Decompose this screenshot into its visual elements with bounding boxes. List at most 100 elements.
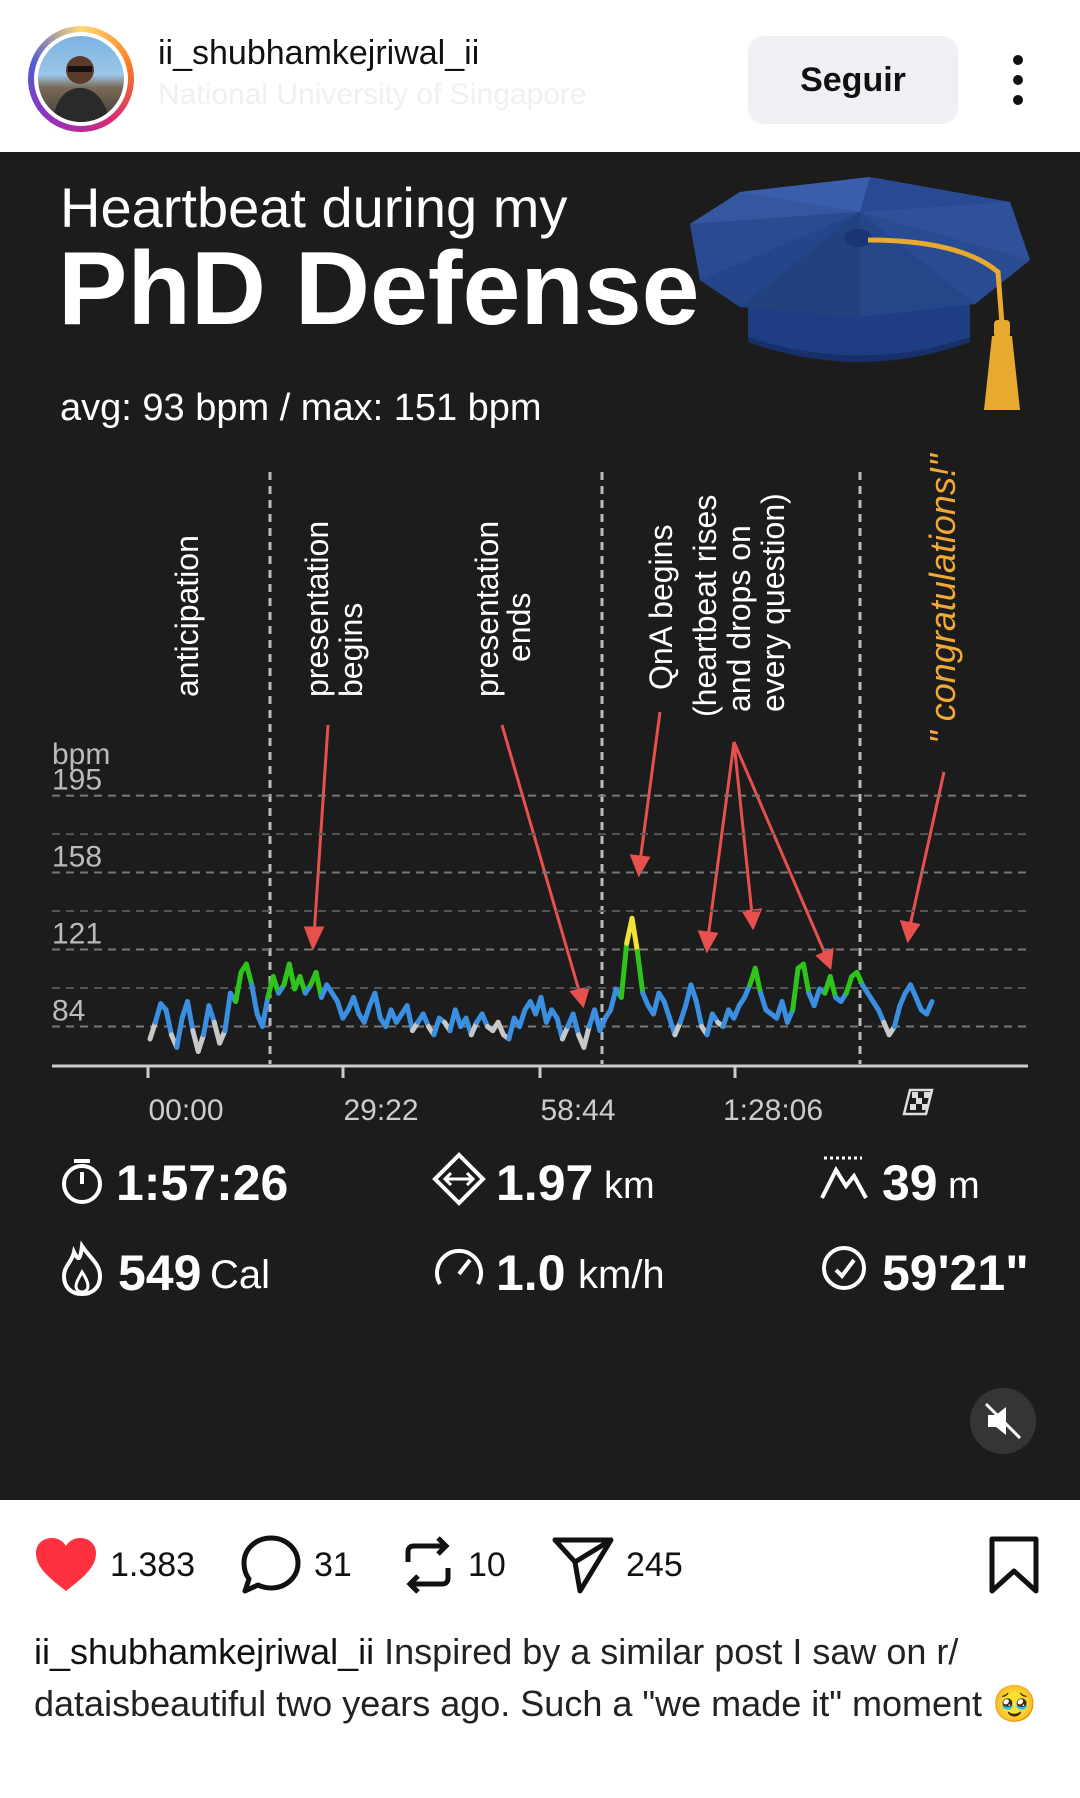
heart-rate-segment	[608, 986, 619, 1013]
annotation-presentation-begins-2: begins	[333, 603, 369, 697]
heart-rate-segment	[361, 1003, 373, 1025]
x-ticks: 00:00 29:22 58:44 1:28:06	[146, 1066, 823, 1127]
comment-count: 31	[314, 1545, 352, 1584]
stat-pace: 59'21"	[882, 1245, 1029, 1301]
heart-rate-segment	[152, 1001, 164, 1025]
stat-elevation-value: 39	[882, 1155, 938, 1211]
caption-text: Inspired by a similar post I saw on r/ d…	[34, 1631, 1037, 1724]
heart-rate-segment	[827, 974, 839, 1000]
y-tick-label: 158	[52, 841, 102, 874]
comment-button[interactable]: 31	[240, 1530, 352, 1600]
flame-icon	[61, 1240, 103, 1297]
heart-rate-segment	[206, 1003, 217, 1025]
heart-rate-segment	[758, 990, 769, 1013]
stat-distance-unit: km	[604, 1165, 655, 1207]
heart-rate-segment	[243, 961, 255, 988]
heart-rate-segment	[634, 949, 646, 996]
annotation-qna-2: (heartbeat rises	[687, 495, 723, 717]
avatar[interactable]	[28, 26, 134, 132]
mute-button[interactable]	[970, 1388, 1036, 1454]
heart-rate-segment	[249, 982, 260, 1017]
stat-elevation-unit: m	[948, 1165, 980, 1207]
send-icon	[552, 1537, 614, 1594]
y-tick-label: 195	[52, 764, 102, 797]
heart-rate-segment	[581, 1023, 592, 1050]
finish-flag-icon	[902, 1088, 934, 1116]
x-tick-label: 29:22	[343, 1094, 418, 1127]
annotation-arrows	[303, 711, 946, 1009]
username[interactable]: ii_shubhamkejriwal_ii	[158, 34, 480, 72]
heart-rate-segment	[222, 990, 233, 1034]
heart-rate-segment	[752, 965, 764, 996]
pace-icon	[822, 1246, 866, 1290]
heart-rate-segment	[618, 940, 630, 1000]
heart-rate-segment	[351, 994, 362, 1017]
heart-rate-segment	[629, 915, 640, 955]
like-count: 1.383	[110, 1545, 196, 1584]
y-tick-label: 121	[52, 918, 102, 951]
post-header: ii_shubhamkejriwal_ii National Universit…	[0, 0, 1080, 152]
heart-rate-segment	[147, 1019, 158, 1042]
chart-title-line2: PhD Defense	[58, 231, 700, 347]
heart-rate-segment	[431, 1015, 442, 1038]
like-button[interactable]: 1.383	[34, 1530, 195, 1600]
heart-rate-segment	[677, 1003, 689, 1025]
stopwatch-icon	[62, 1159, 102, 1204]
stat-calories-unit: Cal	[210, 1253, 270, 1297]
muted-speaker-icon	[984, 1402, 1022, 1440]
annotation-presentation-ends-2: ends	[501, 593, 537, 662]
heart-rate-segment	[195, 1032, 207, 1054]
heart-rate-segment	[650, 990, 662, 1017]
elevation-icon	[820, 1156, 868, 1199]
annotation-anticipation: anticipation	[169, 535, 205, 697]
stat-distance-value: 1.97	[496, 1155, 593, 1211]
y-tick-label: 84	[52, 994, 85, 1027]
post-caption: ii_shubhamkejriwal_ii Inspired by a simi…	[34, 1626, 1054, 1730]
y-axis-label: bpm	[52, 738, 110, 771]
post-image[interactable]: Heartbeat during my PhD Defense avg: 93 …	[0, 152, 1080, 1500]
heart-rate-segment	[800, 961, 812, 996]
x-tick-label: 58:44	[540, 1094, 615, 1127]
heart-rate-segment	[233, 969, 244, 1005]
heart-rate-segment	[843, 974, 855, 996]
heart-rate-segment	[892, 1003, 903, 1029]
heart-rate-segment	[661, 999, 673, 1021]
heart-rate-segment	[517, 1007, 528, 1029]
heart-rate-segment	[184, 999, 196, 1034]
heart-icon	[36, 1538, 96, 1591]
heart-rate-segment	[372, 990, 383, 1021]
annotation-presentation-ends-1: presentation	[469, 521, 505, 697]
repost-button[interactable]: 10	[400, 1530, 506, 1600]
heart-rate-segment	[404, 1003, 415, 1034]
heart-rate-line	[147, 915, 935, 1054]
chart-title-line1: Heartbeat during my	[60, 176, 567, 239]
chart-summary: avg: 93 bpm / max: 151 bpm	[60, 387, 542, 429]
save-button[interactable]	[988, 1530, 1040, 1600]
annotation-qna-4: every question)	[755, 493, 791, 712]
annotation-presentation-begins-1: presentation	[299, 521, 335, 697]
annotation-congratulations: " congratulations!"	[922, 452, 963, 744]
heart-rate-segment	[811, 986, 823, 1009]
comment-icon	[241, 1535, 301, 1594]
heart-rate-segment	[688, 982, 699, 1005]
repost-count: 10	[468, 1545, 506, 1584]
heart-rate-segment	[174, 1015, 185, 1050]
annotation-qna-3: and drops on	[721, 525, 757, 712]
bookmark-icon	[989, 1536, 1039, 1594]
heart-rate-segment	[163, 1007, 174, 1038]
heart-rate-segment	[704, 1011, 715, 1038]
location[interactable]: National University of Singapore	[158, 78, 587, 111]
distance-icon	[432, 1152, 486, 1206]
follow-button[interactable]: Seguir	[748, 36, 958, 124]
caption-username[interactable]: ii_shubhamkejriwal_ii	[34, 1631, 375, 1672]
stat-speed-unit: km/h	[578, 1253, 665, 1297]
share-count: 245	[626, 1545, 683, 1584]
heart-rate-segment	[259, 994, 271, 1029]
more-options-icon[interactable]	[1000, 52, 1036, 108]
share-button[interactable]: 245	[552, 1530, 683, 1600]
x-tick-label: 1:28:06	[723, 1094, 823, 1127]
x-tick-label: 00:00	[148, 1094, 223, 1127]
repost-icon	[405, 1536, 451, 1594]
event-lines	[268, 472, 862, 1064]
stat-time: 1:57:26	[116, 1155, 288, 1211]
